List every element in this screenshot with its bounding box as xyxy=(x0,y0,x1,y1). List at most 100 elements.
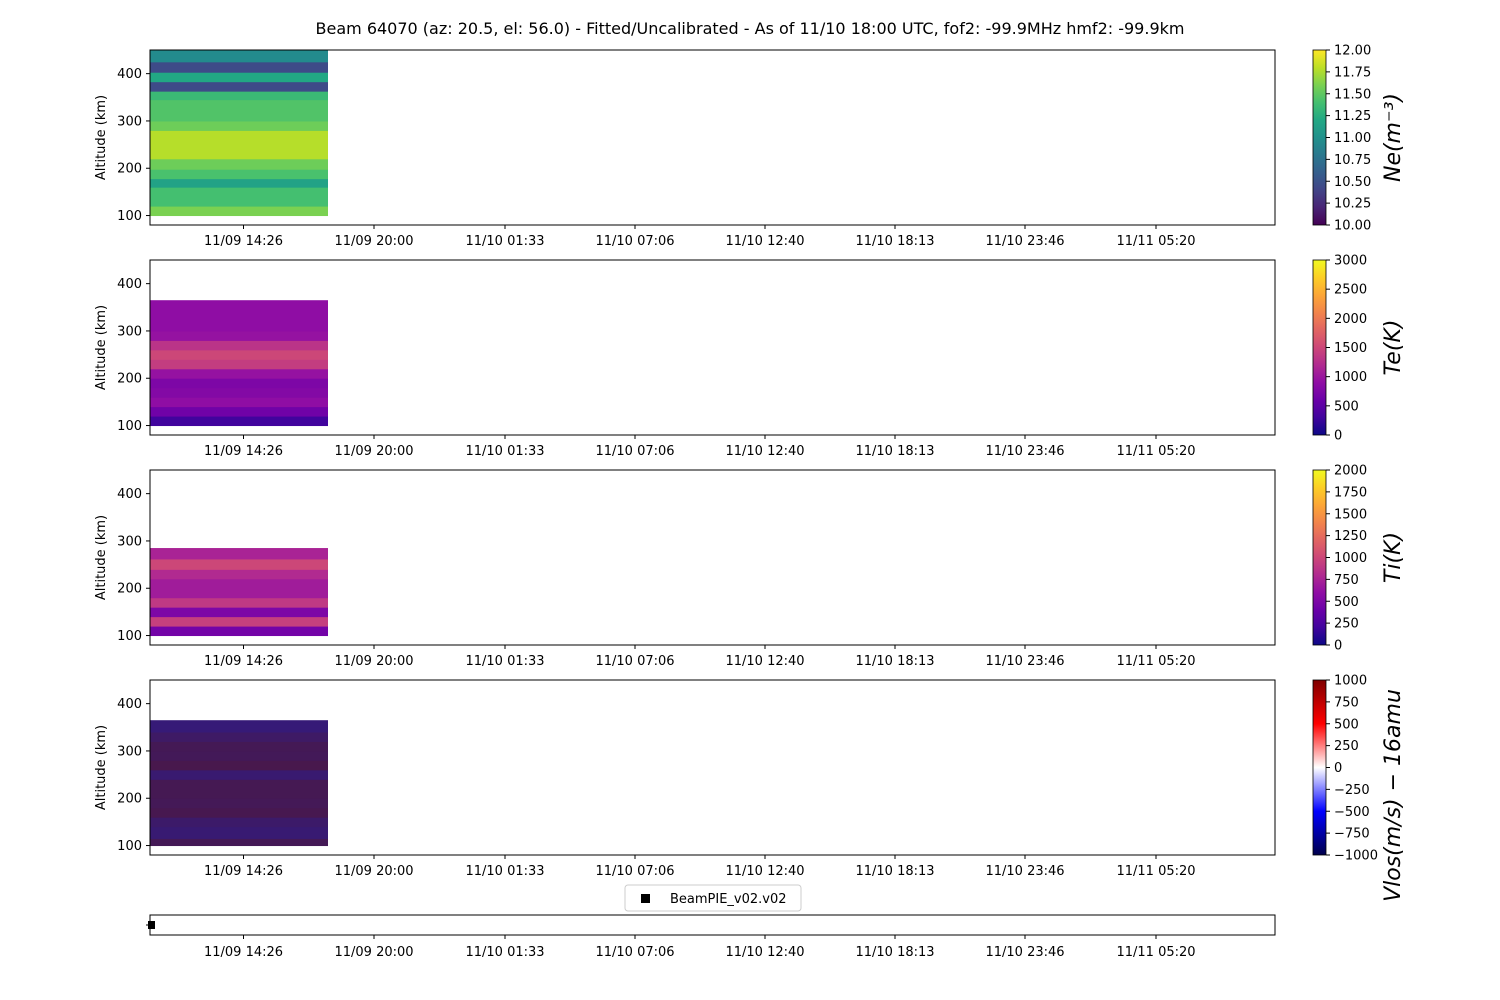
y-tick-label: 400 xyxy=(117,697,142,712)
colorbar-tick-label: −250 xyxy=(1334,783,1370,798)
heatmap-cell xyxy=(150,732,328,742)
y-axis-label: Altitude (km) xyxy=(94,515,109,600)
x-tick-label: 11/10 23:46 xyxy=(985,654,1064,669)
x-tick-label: 11/10 18:13 xyxy=(855,945,934,960)
heatmap-panels: 100 200 300 400 11/09 14:26 11/09 20:00 11/10 … xyxy=(94,44,1406,902)
x-tick-label: 11/10 18:13 xyxy=(855,864,934,879)
x-tick-label: 11/10 12:40 xyxy=(725,864,804,879)
x-tick-label: 11/10 07:06 xyxy=(595,864,674,879)
strip-marker xyxy=(148,921,155,929)
plot-frame xyxy=(149,49,1276,226)
x-tick-label: 11/11 05:20 xyxy=(1116,654,1195,669)
y-tick-label: 200 xyxy=(117,372,142,387)
colorbar-tick-label: 250 xyxy=(1334,739,1359,754)
heatmap-cell xyxy=(150,158,328,170)
y-tick-label: 300 xyxy=(117,534,142,549)
panel-2: 100 200 300 400 11/09 14:26 11/09 20:00 11/10 … xyxy=(94,254,1406,460)
x-tick-label: 11/10 01:33 xyxy=(465,654,544,669)
heatmap-cell xyxy=(150,340,328,351)
x-tick-label: 11/10 07:06 xyxy=(595,654,674,669)
x-tick-label: 11/10 12:40 xyxy=(725,444,804,459)
colorbar-tick-label: −1000 xyxy=(1334,849,1378,864)
colorbar-tick-label: 750 xyxy=(1334,573,1359,588)
colorbar-tick-label: 1000 xyxy=(1334,370,1367,385)
x-tick-label: 11/09 14:26 xyxy=(204,864,283,879)
x-tick-label: 11/10 12:40 xyxy=(725,654,804,669)
heatmap-cell xyxy=(150,807,328,818)
colorbar-label: Ne(m⁻³) xyxy=(1381,93,1406,182)
legend-label: BeamPIE_v02.v02 xyxy=(670,892,787,907)
colorbar-tick-label: 1750 xyxy=(1334,485,1367,500)
heatmap-cell xyxy=(150,741,328,752)
colorbar-tick-label: 0 xyxy=(1334,429,1342,444)
colorbar-tick-label: 3000 xyxy=(1334,254,1367,269)
y-axis-label: Altitude (km) xyxy=(94,725,109,810)
colorbar-tick-label: 11.75 xyxy=(1334,65,1371,80)
colorbar-tick-label: 1000 xyxy=(1334,674,1367,689)
y-axis-label: Altitude (km) xyxy=(94,305,109,390)
colorbar xyxy=(1312,49,1327,226)
colorbar-tick-label: 500 xyxy=(1334,595,1359,610)
heatmap-cell xyxy=(150,99,328,122)
colorbar-tick-label: 2000 xyxy=(1334,312,1367,327)
figure-title: Beam 64070 (az: 20.5, el: 56.0) - Fitted… xyxy=(316,19,1185,38)
heatmap-cell xyxy=(150,779,328,799)
y-tick-label: 200 xyxy=(117,162,142,177)
heatmap-cell xyxy=(150,616,328,627)
heatmap-cell xyxy=(150,50,328,63)
y-tick-label: 300 xyxy=(117,324,142,339)
colorbar xyxy=(1312,469,1327,646)
legend: BeamPIE_v02.v02 xyxy=(624,884,802,912)
heatmap-cell xyxy=(150,578,328,599)
y-tick-label: 400 xyxy=(117,277,142,292)
colorbar xyxy=(1312,679,1327,856)
x-tick-label: 11/09 20:00 xyxy=(334,444,413,459)
x-tick-label: 11/09 14:26 xyxy=(204,654,283,669)
x-tick-label: 11/11 05:20 xyxy=(1116,444,1195,459)
x-tick-label: 11/10 07:06 xyxy=(595,444,674,459)
heatmap-cell xyxy=(150,91,328,101)
x-tick-label: 11/10 12:40 xyxy=(725,234,804,249)
heatmap-cell xyxy=(150,569,328,580)
colorbar-tick-label: 500 xyxy=(1334,399,1359,414)
panel-1: 100 200 300 400 11/09 14:26 11/09 20:00 11/10 … xyxy=(94,44,1406,250)
x-tick-label: 11/10 01:33 xyxy=(465,444,544,459)
plot-frame xyxy=(149,679,1276,856)
heatmap-cell xyxy=(150,368,328,379)
y-tick-label: 300 xyxy=(117,114,142,129)
colorbar-tick-label: 12.00 xyxy=(1334,44,1371,59)
plot-frame xyxy=(149,469,1276,646)
legend-box xyxy=(624,884,802,912)
legend-marker xyxy=(641,894,650,903)
heatmap-cell xyxy=(150,397,328,408)
colorbar xyxy=(1312,259,1327,436)
y-tick-label: 300 xyxy=(117,744,142,759)
heatmap-cell xyxy=(150,548,328,560)
heatmap-cell xyxy=(150,826,328,839)
y-tick-label: 100 xyxy=(117,419,142,434)
bottom-strip: 11/09 14:26 11/09 20:00 11/10 01:33 11/10 0… xyxy=(146,914,1276,960)
y-tick-label: 400 xyxy=(117,487,142,502)
colorbar-tick-label: 10.50 xyxy=(1334,175,1371,190)
colorbar-tick-label: −500 xyxy=(1334,805,1370,820)
heatmap-cell xyxy=(150,349,328,360)
colorbar-tick-label: 10.25 xyxy=(1334,197,1371,212)
heatmap-cell xyxy=(150,769,328,780)
x-tick-label: 11/10 12:40 xyxy=(725,945,804,960)
colorbar-tick-label: 2000 xyxy=(1334,464,1367,479)
heatmap-cell xyxy=(150,558,328,570)
x-tick-label: 11/10 01:33 xyxy=(465,864,544,879)
heatmap-cell xyxy=(150,330,328,341)
heatmap-cell xyxy=(150,626,328,637)
colorbar-tick-label: −750 xyxy=(1334,827,1370,842)
y-tick-label: 200 xyxy=(117,792,142,807)
x-tick-label: 11/10 07:06 xyxy=(595,234,674,249)
colorbar-tick-label: 1500 xyxy=(1334,341,1367,356)
colorbar-tick-label: 10.00 xyxy=(1334,219,1371,234)
x-tick-label: 11/11 05:20 xyxy=(1116,864,1195,879)
x-tick-label: 11/10 23:46 xyxy=(985,864,1064,879)
heatmap-cell xyxy=(150,169,328,180)
colorbar-label: Vlos(m/s) − 16amu xyxy=(1381,689,1406,902)
heatmap-cell xyxy=(150,130,328,160)
heatmap-cell xyxy=(150,406,328,417)
